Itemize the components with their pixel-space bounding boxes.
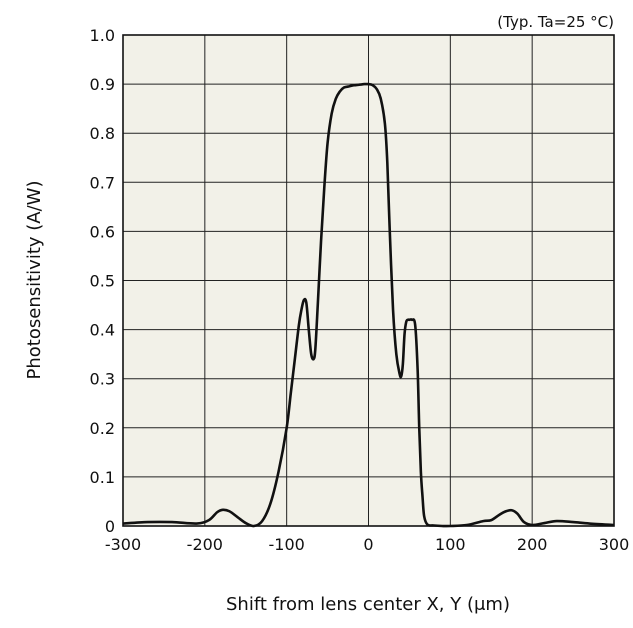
y-tick-label: 0.8 [90,124,115,143]
x-tick-label: -100 [269,535,305,554]
y-tick-label: 0.4 [90,321,115,340]
x-tick-label: -300 [105,535,141,554]
y-tick-label: 0.7 [90,173,115,192]
x-tick-labels: -300 -200 -100 0 100 200 300 [105,535,629,554]
x-tick-label: 100 [435,535,466,554]
y-tick-label: 0 [105,517,115,536]
photosensitivity-curve [122,82,615,528]
y-tick-label: 0.6 [90,222,115,241]
y-tick-label: 0.5 [90,272,115,291]
plot-area-frame [122,34,615,527]
x-axis-title: Shift from lens center X, Y (μm) [226,594,510,615]
y-tick-label: 0.2 [90,419,115,438]
x-tick-label: 200 [517,535,548,554]
x-tick-label: -200 [187,535,223,554]
y-tick-label: 0.1 [90,468,115,487]
y-tick-labels: 0 0.1 0.2 0.3 0.4 0.5 0.6 0.7 0.8 0.9 1.0 [90,26,115,536]
x-tick-label: 300 [599,535,630,554]
y-tick-label: 1.0 [90,26,115,45]
x-tick-label: 0 [363,535,373,554]
y-tick-label: 0.9 [90,75,115,94]
condition-note: (Typ. Ta=25 °C) [497,13,614,31]
y-axis-title: Photosensitivity (A/W) [24,181,45,380]
y-tick-label: 0.3 [90,370,115,389]
